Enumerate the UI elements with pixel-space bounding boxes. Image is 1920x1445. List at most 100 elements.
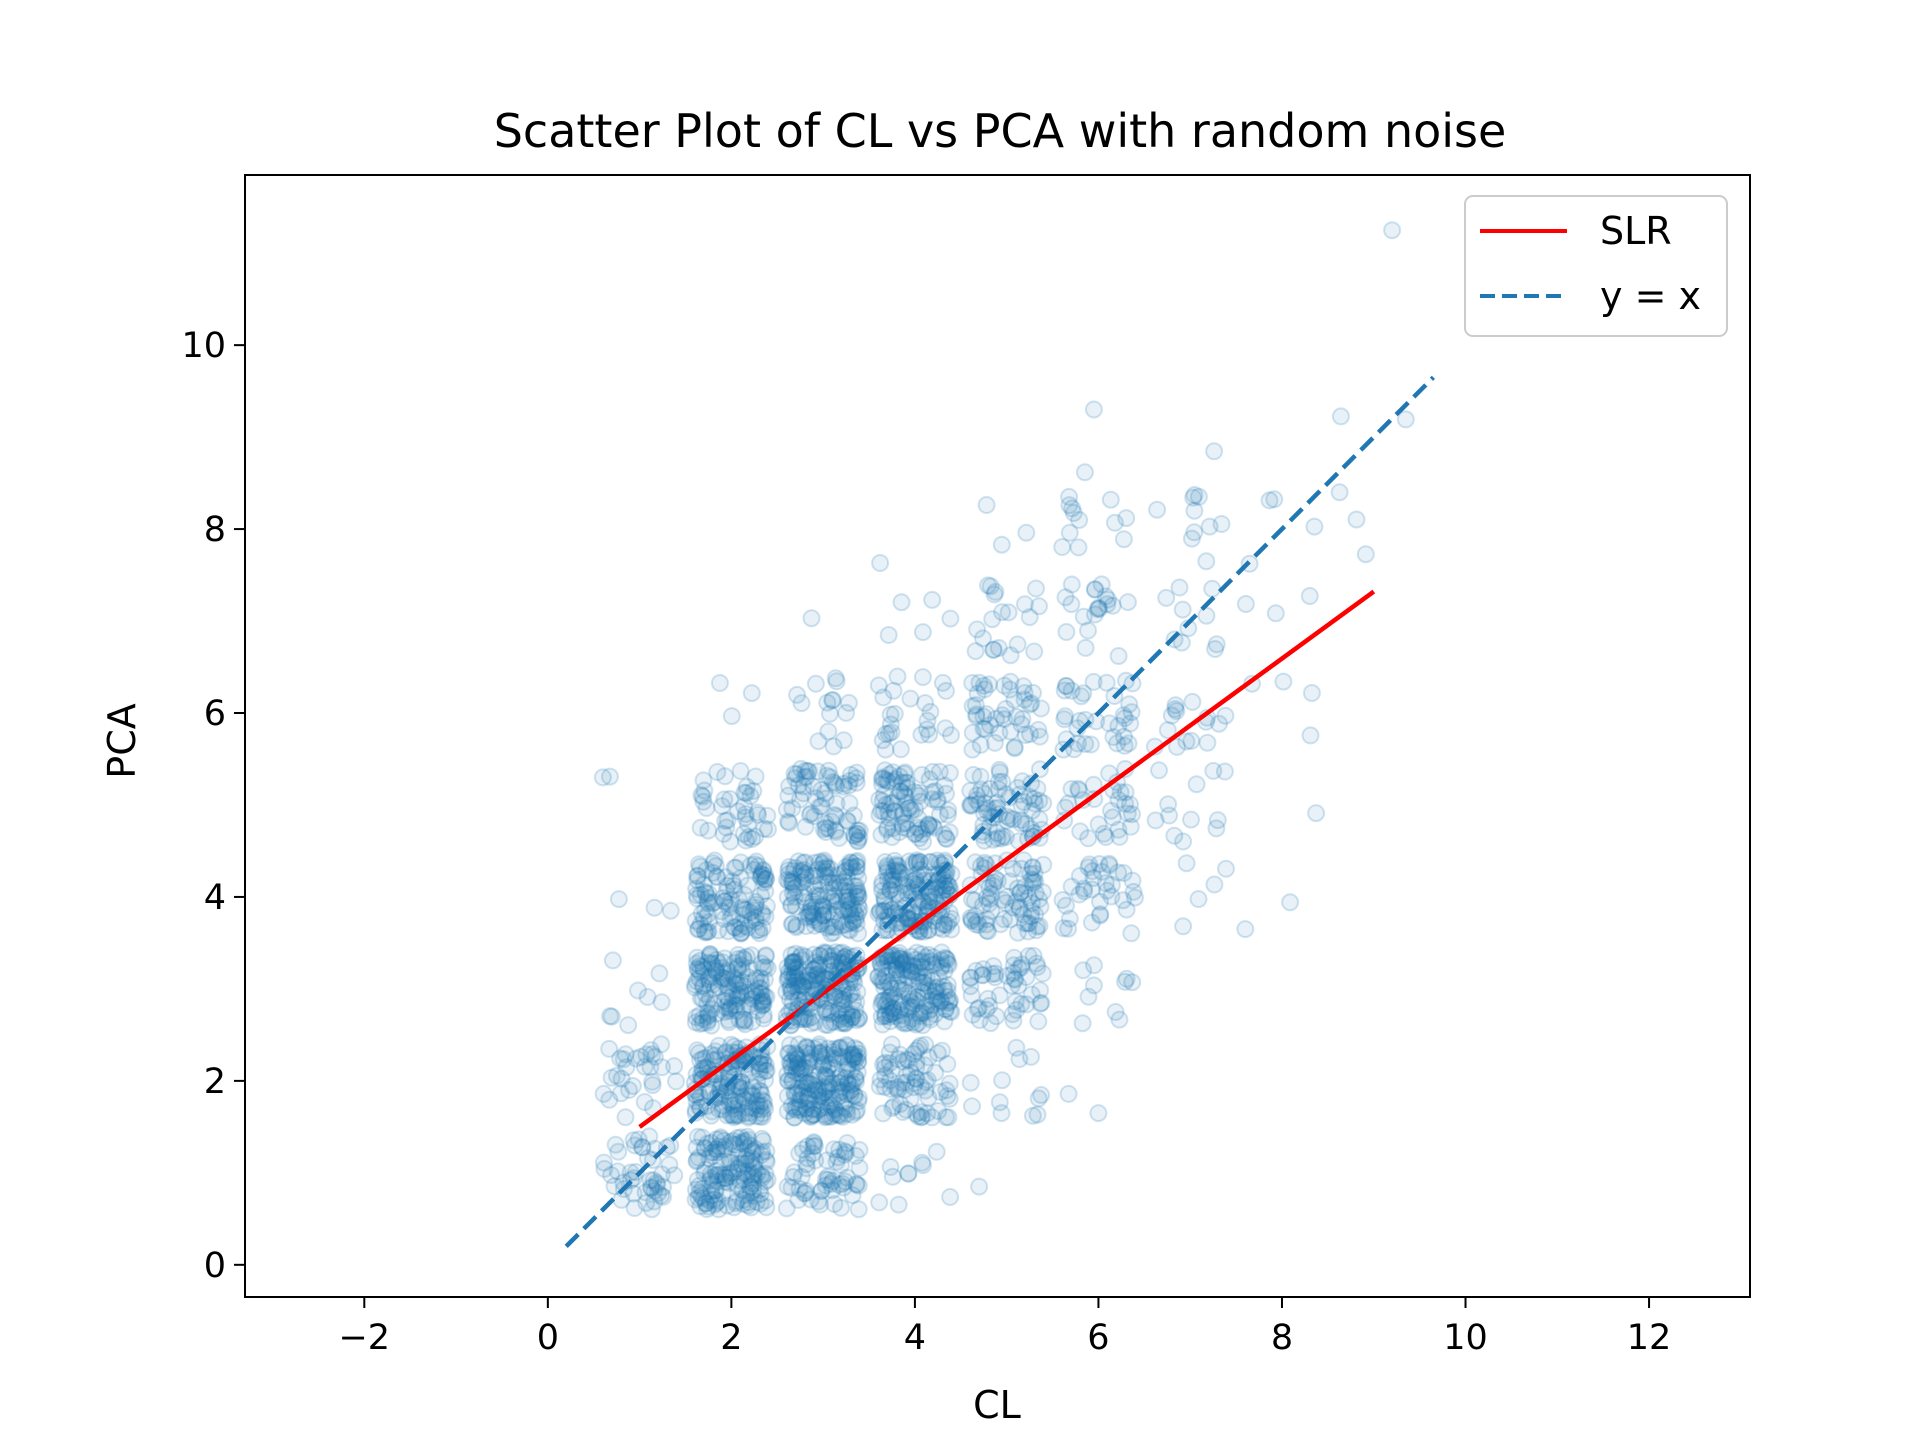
scatter-point bbox=[730, 1010, 749, 1029]
scatter-point bbox=[818, 918, 837, 937]
scatter-point bbox=[745, 1152, 764, 1171]
scatter-point bbox=[806, 953, 825, 972]
scatter-point bbox=[778, 958, 797, 977]
scatter-point bbox=[829, 866, 848, 885]
scatter-point bbox=[807, 969, 826, 988]
scatter-point bbox=[751, 1184, 770, 1203]
scatter-point bbox=[696, 882, 715, 901]
scatter-point bbox=[704, 1143, 723, 1162]
scatter-point bbox=[753, 919, 772, 937]
scatter-point bbox=[826, 987, 845, 1006]
scatter-point bbox=[822, 1013, 841, 1032]
scatter-point bbox=[654, 1187, 673, 1206]
scatter-point bbox=[794, 854, 813, 872]
scatter-point bbox=[1075, 463, 1094, 482]
scatter-point bbox=[699, 821, 718, 840]
scatter-point bbox=[728, 985, 747, 1004]
scatter-point bbox=[727, 1078, 746, 1097]
scatter-point bbox=[841, 858, 860, 877]
scatter-point bbox=[720, 1000, 739, 1019]
scatter-point bbox=[706, 1140, 725, 1159]
scatter-point bbox=[795, 1184, 814, 1203]
scatter-point bbox=[700, 1149, 719, 1168]
scatter-point bbox=[693, 1009, 712, 1028]
scatter-point bbox=[1059, 1084, 1078, 1103]
scatter-point bbox=[741, 903, 759, 922]
scatter-point bbox=[758, 1170, 777, 1189]
scatter-point bbox=[703, 894, 722, 913]
scatter-point bbox=[754, 1005, 773, 1024]
scatter-point bbox=[1157, 588, 1176, 607]
scatter-point bbox=[709, 921, 728, 940]
scatter-point bbox=[724, 1135, 743, 1154]
scatter-point bbox=[725, 953, 744, 972]
scatter-point bbox=[801, 971, 820, 990]
scatter-point bbox=[841, 1084, 860, 1103]
scatter-point bbox=[719, 994, 738, 1013]
scatter-point bbox=[833, 1082, 852, 1101]
scatter-point bbox=[729, 1177, 747, 1196]
scatter-point bbox=[705, 1046, 724, 1065]
scatter-point bbox=[817, 1107, 836, 1126]
scatter-point bbox=[818, 1151, 837, 1170]
scatter-point bbox=[756, 882, 775, 901]
scatter-point bbox=[789, 976, 808, 995]
scatter-point bbox=[823, 952, 842, 970]
scatter-point bbox=[753, 1168, 772, 1187]
scatter-point bbox=[834, 1013, 853, 1032]
scatter-point bbox=[892, 593, 911, 612]
scatter-point bbox=[801, 901, 820, 920]
scatter-point bbox=[665, 1057, 684, 1076]
scatter-point bbox=[794, 1073, 813, 1091]
scatter-point bbox=[600, 1090, 619, 1109]
scatter-point bbox=[603, 951, 622, 970]
scatter-point bbox=[817, 943, 836, 962]
scatter-point bbox=[825, 886, 844, 905]
scatter-point bbox=[846, 887, 865, 906]
scatter-point bbox=[754, 1055, 773, 1074]
scatter-point bbox=[716, 1169, 735, 1188]
scatter-point bbox=[751, 1194, 770, 1213]
scatter-point bbox=[625, 1136, 644, 1155]
scatter-point bbox=[789, 981, 808, 1000]
scatter-point bbox=[843, 1008, 862, 1027]
scatter-point bbox=[635, 1057, 654, 1076]
y-tick-label: 4 bbox=[204, 878, 226, 918]
scatter-point bbox=[624, 1184, 643, 1203]
scatter-point bbox=[841, 853, 860, 872]
scatter-point bbox=[813, 968, 832, 987]
scatter-point bbox=[849, 1008, 868, 1027]
scatter-point bbox=[721, 832, 740, 851]
scatter-point bbox=[796, 972, 814, 991]
scatter-point bbox=[785, 1083, 804, 1102]
scatter-point bbox=[704, 854, 723, 873]
scatter-point bbox=[743, 1086, 762, 1105]
scatter-point bbox=[1012, 955, 1031, 974]
scatter-point bbox=[688, 1127, 707, 1146]
scatter-point bbox=[694, 976, 713, 995]
scatter-point bbox=[742, 946, 761, 965]
scatter-point bbox=[803, 1075, 821, 1094]
scatter-point bbox=[806, 959, 825, 977]
scatter-point bbox=[796, 1181, 815, 1200]
scatter-point bbox=[706, 961, 725, 980]
scatter-point bbox=[733, 1181, 752, 1200]
scatter-point bbox=[1182, 810, 1200, 829]
scatter-point bbox=[706, 1181, 725, 1200]
scatter-point bbox=[706, 958, 725, 977]
scatter-point bbox=[691, 1088, 710, 1107]
scatter-point bbox=[1197, 552, 1216, 571]
scatter-point bbox=[721, 1167, 740, 1186]
scatter-point bbox=[996, 700, 1015, 718]
scatter-point bbox=[720, 1093, 739, 1112]
scatter-point bbox=[711, 1128, 730, 1147]
scatter-point bbox=[812, 1181, 831, 1200]
scatter-point bbox=[830, 873, 849, 892]
scatter-point bbox=[837, 858, 856, 876]
scatter-point bbox=[739, 815, 757, 834]
scatter-point bbox=[706, 1042, 725, 1061]
scatter-point bbox=[750, 1096, 769, 1115]
scatter-point bbox=[814, 853, 833, 872]
scatter-point bbox=[803, 1100, 822, 1119]
scatter-point bbox=[820, 1004, 839, 1023]
